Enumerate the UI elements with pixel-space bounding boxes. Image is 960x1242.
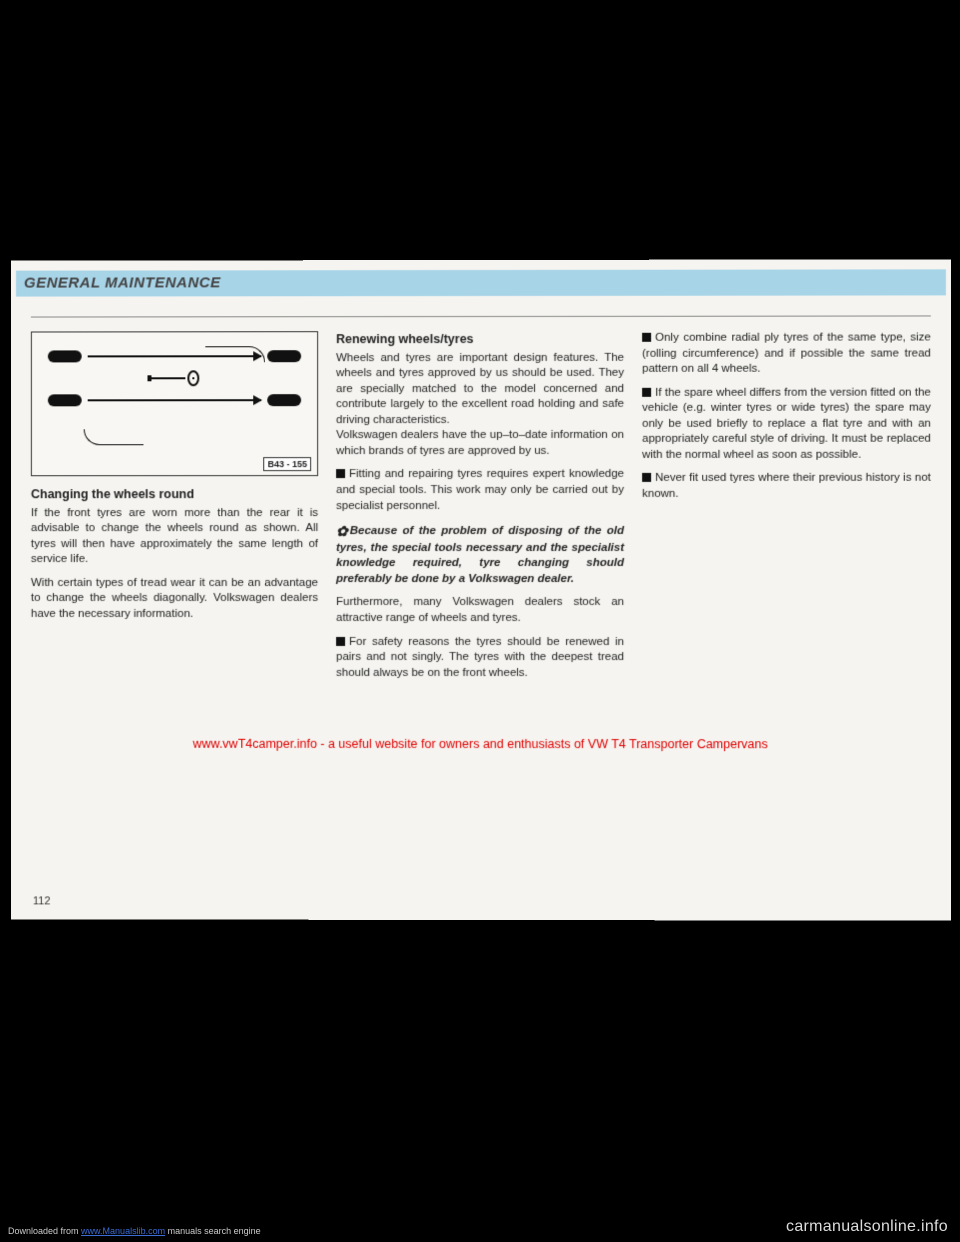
arrow-right-icon <box>88 355 262 357</box>
tire-icon <box>48 394 82 406</box>
site-watermark: carmanualsonline.info <box>786 1218 948 1236</box>
text: For safety reasons the tyres should be r… <box>336 635 624 678</box>
section-header-band: GENERAL MAINTENANCE <box>16 269 946 296</box>
column-3: Only combine radial ply tyres of the sam… <box>642 330 931 689</box>
col1-para-1: If the front tyres are worn more than th… <box>31 506 318 568</box>
text: Fitting and repairing tyres requires exp… <box>336 468 624 511</box>
flower-icon: ✿ <box>336 522 348 541</box>
square-bullet-icon <box>642 473 651 482</box>
text: If the spare wheel differs from the vers… <box>642 386 931 460</box>
curve-arrow-bottom <box>84 429 144 445</box>
col3-bullet-2: If the spare wheel differs from the vers… <box>642 385 931 463</box>
col2-heading: Renewing wheels/tyres <box>336 331 624 348</box>
col3-bullet-3: Never fit used tyres where their previou… <box>642 471 931 502</box>
col2-para-1: Wheels and tyres are important design fe… <box>336 351 624 460</box>
col2-bullet-2: For safety reasons the tyres should be r… <box>336 634 624 681</box>
wheel-rotation-diagram: B43 - 155 <box>31 331 318 476</box>
manualslib-link[interactable]: www.Manualslib.com <box>81 1226 165 1236</box>
arrow-right-icon <box>88 399 262 401</box>
column-1: B43 - 155 Changing the wheels round If t… <box>31 331 318 689</box>
square-bullet-icon <box>336 636 345 645</box>
figure-label: B43 - 155 <box>264 457 311 471</box>
divider <box>31 315 931 317</box>
tool-icon <box>48 370 301 386</box>
tire-icon <box>48 350 82 362</box>
col2-note: ✿Because of the problem of disposing of … <box>336 522 624 587</box>
square-bullet-icon <box>642 387 651 396</box>
watermark-text: www.vwT4camper.info - a useful website f… <box>31 737 931 752</box>
manual-page: GENERAL MAINTENANCE <box>11 259 951 920</box>
text: Only combine radial ply tyres of the sam… <box>642 331 931 374</box>
col2-para-2: Furthermore, many Volkswagen dealers sto… <box>336 595 624 626</box>
col2-bullet-1: Fitting and repairing tyres requires exp… <box>336 467 624 514</box>
col3-bullet-1: Only combine radial ply tyres of the sam… <box>642 330 931 377</box>
col1-para-2: With certain types of tread wear it can … <box>31 576 318 623</box>
section-title: GENERAL MAINTENANCE <box>24 274 221 291</box>
tire-icon <box>267 350 301 362</box>
text: Volkswagen dealers have the up–to–date i… <box>336 429 624 457</box>
content-columns: B43 - 155 Changing the wheels round If t… <box>31 330 931 689</box>
diagram-row-bottom <box>48 394 301 406</box>
text: Never fit used tyres where their previou… <box>642 472 931 500</box>
text: Wheels and tyres are important design fe… <box>336 352 624 426</box>
text: manuals search engine <box>165 1226 261 1236</box>
square-bullet-icon <box>336 470 345 479</box>
column-2: Renewing wheels/tyres Wheels and tyres a… <box>336 331 624 689</box>
square-bullet-icon <box>642 333 651 342</box>
text: Because of the problem of disposing of t… <box>336 525 624 584</box>
page-number: 112 <box>33 895 50 907</box>
col1-heading: Changing the wheels round <box>31 486 318 503</box>
download-footer: Downloaded from www.Manualslib.com manua… <box>8 1226 261 1236</box>
tire-icon <box>267 394 301 406</box>
text: Downloaded from <box>8 1226 81 1236</box>
